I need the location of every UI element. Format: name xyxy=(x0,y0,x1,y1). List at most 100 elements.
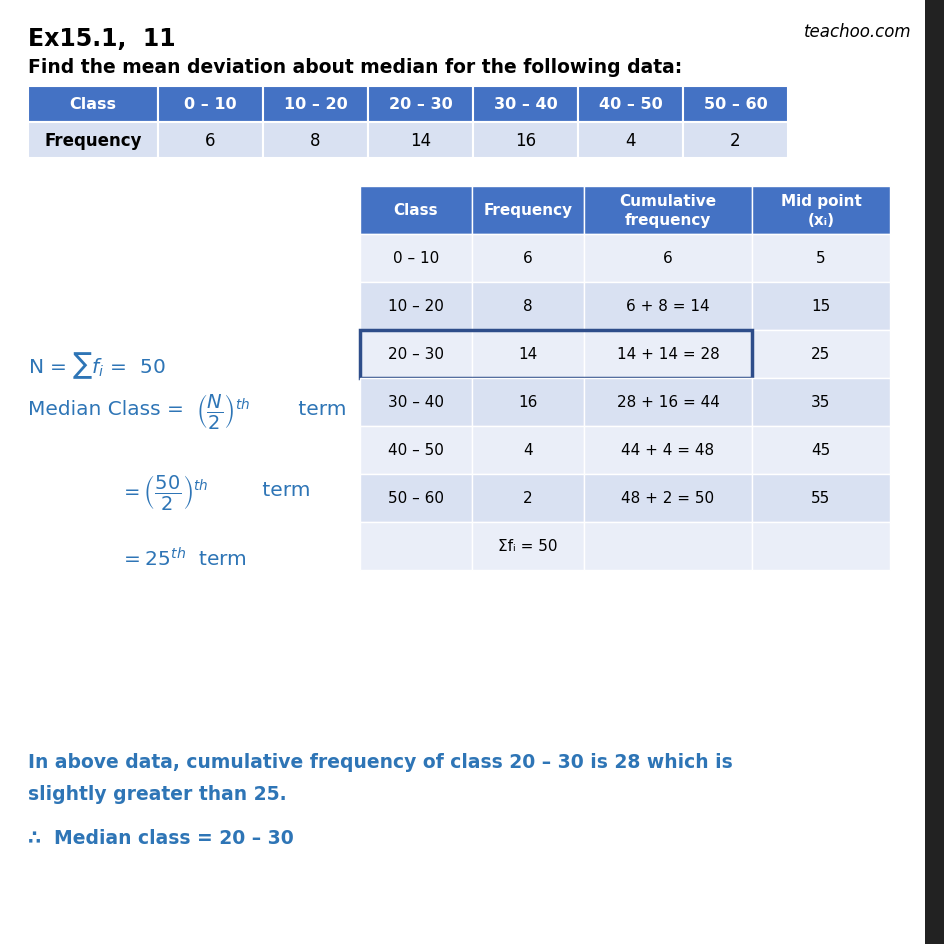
Bar xyxy=(473,123,578,159)
Bar xyxy=(360,522,471,570)
Text: ∴  Median class = 20 – 30: ∴ Median class = 20 – 30 xyxy=(28,828,294,847)
Bar xyxy=(28,87,158,123)
Bar xyxy=(751,379,889,427)
Bar xyxy=(751,282,889,330)
Bar xyxy=(751,475,889,522)
Bar xyxy=(471,522,583,570)
Text: Frequency: Frequency xyxy=(44,132,142,150)
Bar xyxy=(471,379,583,427)
Bar xyxy=(471,187,583,235)
Bar xyxy=(471,235,583,282)
Bar xyxy=(583,427,751,475)
Bar xyxy=(583,379,751,427)
Text: 20 – 30: 20 – 30 xyxy=(388,97,452,112)
Text: 2: 2 xyxy=(730,132,740,150)
Bar xyxy=(924,0,944,944)
Text: 4: 4 xyxy=(625,132,635,150)
Text: 8: 8 xyxy=(310,132,320,150)
Bar xyxy=(683,123,787,159)
Bar xyxy=(360,427,471,475)
Bar xyxy=(360,475,471,522)
Text: $\left(\dfrac{N}{2}\right)^{th}$: $\left(\dfrac{N}{2}\right)^{th}$ xyxy=(195,392,250,430)
Bar xyxy=(583,330,751,379)
Text: term: term xyxy=(292,399,346,418)
Text: 6: 6 xyxy=(523,251,532,266)
Text: 0 – 10: 0 – 10 xyxy=(393,251,439,266)
Bar xyxy=(158,123,262,159)
Text: 16: 16 xyxy=(514,132,535,150)
Bar xyxy=(360,379,471,427)
Bar xyxy=(751,427,889,475)
Text: 14: 14 xyxy=(410,132,430,150)
Text: 35: 35 xyxy=(811,396,830,410)
Bar xyxy=(360,330,751,379)
Text: 4: 4 xyxy=(523,443,532,458)
Bar xyxy=(751,522,889,570)
Bar xyxy=(262,123,367,159)
Text: 30 – 40: 30 – 40 xyxy=(388,396,444,410)
Text: 14 + 14 = 28: 14 + 14 = 28 xyxy=(616,347,718,362)
Bar xyxy=(751,330,889,379)
Text: 8: 8 xyxy=(523,299,532,314)
Bar xyxy=(583,475,751,522)
Text: Mid point
(xᵢ): Mid point (xᵢ) xyxy=(780,194,861,228)
Bar xyxy=(583,187,751,235)
Bar xyxy=(471,330,583,379)
Bar xyxy=(367,123,473,159)
Text: 30 – 40: 30 – 40 xyxy=(493,97,557,112)
Text: Frequency: Frequency xyxy=(483,203,572,218)
Bar xyxy=(751,235,889,282)
Text: 55: 55 xyxy=(811,491,830,506)
Text: Cumulative
frequency: Cumulative frequency xyxy=(618,194,716,228)
Text: Median Class =: Median Class = xyxy=(28,399,190,418)
Text: 6 + 8 = 14: 6 + 8 = 14 xyxy=(626,299,709,314)
Text: 40 – 50: 40 – 50 xyxy=(598,97,662,112)
Text: 16: 16 xyxy=(517,396,537,410)
Text: 50 – 60: 50 – 60 xyxy=(388,491,444,506)
Text: teachoo.com: teachoo.com xyxy=(803,23,911,41)
Text: 40 – 50: 40 – 50 xyxy=(388,443,444,458)
Text: 10 – 20: 10 – 20 xyxy=(388,299,444,314)
Text: Class: Class xyxy=(70,97,116,112)
Text: slightly greater than 25.: slightly greater than 25. xyxy=(28,784,286,803)
Bar xyxy=(367,87,473,123)
Bar xyxy=(473,87,578,123)
Text: 25: 25 xyxy=(811,347,830,362)
Text: Σfᵢ = 50: Σfᵢ = 50 xyxy=(497,539,557,554)
Bar xyxy=(360,235,471,282)
Text: Class: Class xyxy=(394,203,438,218)
Text: 45: 45 xyxy=(811,443,830,458)
Text: Ex15.1,  11: Ex15.1, 11 xyxy=(28,27,176,51)
Bar xyxy=(578,123,683,159)
Bar xyxy=(583,282,751,330)
Text: 44 + 4 = 48: 44 + 4 = 48 xyxy=(621,443,714,458)
Bar xyxy=(360,282,471,330)
Text: 14: 14 xyxy=(518,347,537,362)
Bar xyxy=(360,330,471,379)
Bar xyxy=(471,475,583,522)
Text: 50 – 60: 50 – 60 xyxy=(703,97,767,112)
Text: 6: 6 xyxy=(205,132,215,150)
Text: 15: 15 xyxy=(811,299,830,314)
Text: 10 – 20: 10 – 20 xyxy=(283,97,347,112)
Text: 20 – 30: 20 – 30 xyxy=(388,347,444,362)
Text: 6: 6 xyxy=(663,251,672,266)
Bar xyxy=(158,87,262,123)
Text: Find the mean deviation about median for the following data:: Find the mean deviation about median for… xyxy=(28,58,682,76)
Text: term: term xyxy=(256,480,311,499)
Bar xyxy=(471,282,583,330)
Text: $= 25^{th}$  term: $= 25^{th}$ term xyxy=(120,547,246,569)
Text: 2: 2 xyxy=(523,491,532,506)
Text: N = $\sum f_i$ =  50: N = $\sum f_i$ = 50 xyxy=(28,349,165,380)
Bar xyxy=(262,87,367,123)
Bar xyxy=(578,87,683,123)
Text: 5: 5 xyxy=(816,251,825,266)
Bar xyxy=(683,87,787,123)
Bar xyxy=(583,522,751,570)
Text: In above data, cumulative frequency of class 20 – 30 is 28 which is: In above data, cumulative frequency of c… xyxy=(28,752,732,771)
Bar xyxy=(28,123,158,159)
Text: 48 + 2 = 50: 48 + 2 = 50 xyxy=(621,491,714,506)
Text: 28 + 16 = 44: 28 + 16 = 44 xyxy=(615,396,718,410)
Text: $= \left(\dfrac{50}{2}\right)^{th}$: $= \left(\dfrac{50}{2}\right)^{th}$ xyxy=(120,473,209,512)
Bar xyxy=(360,187,471,235)
